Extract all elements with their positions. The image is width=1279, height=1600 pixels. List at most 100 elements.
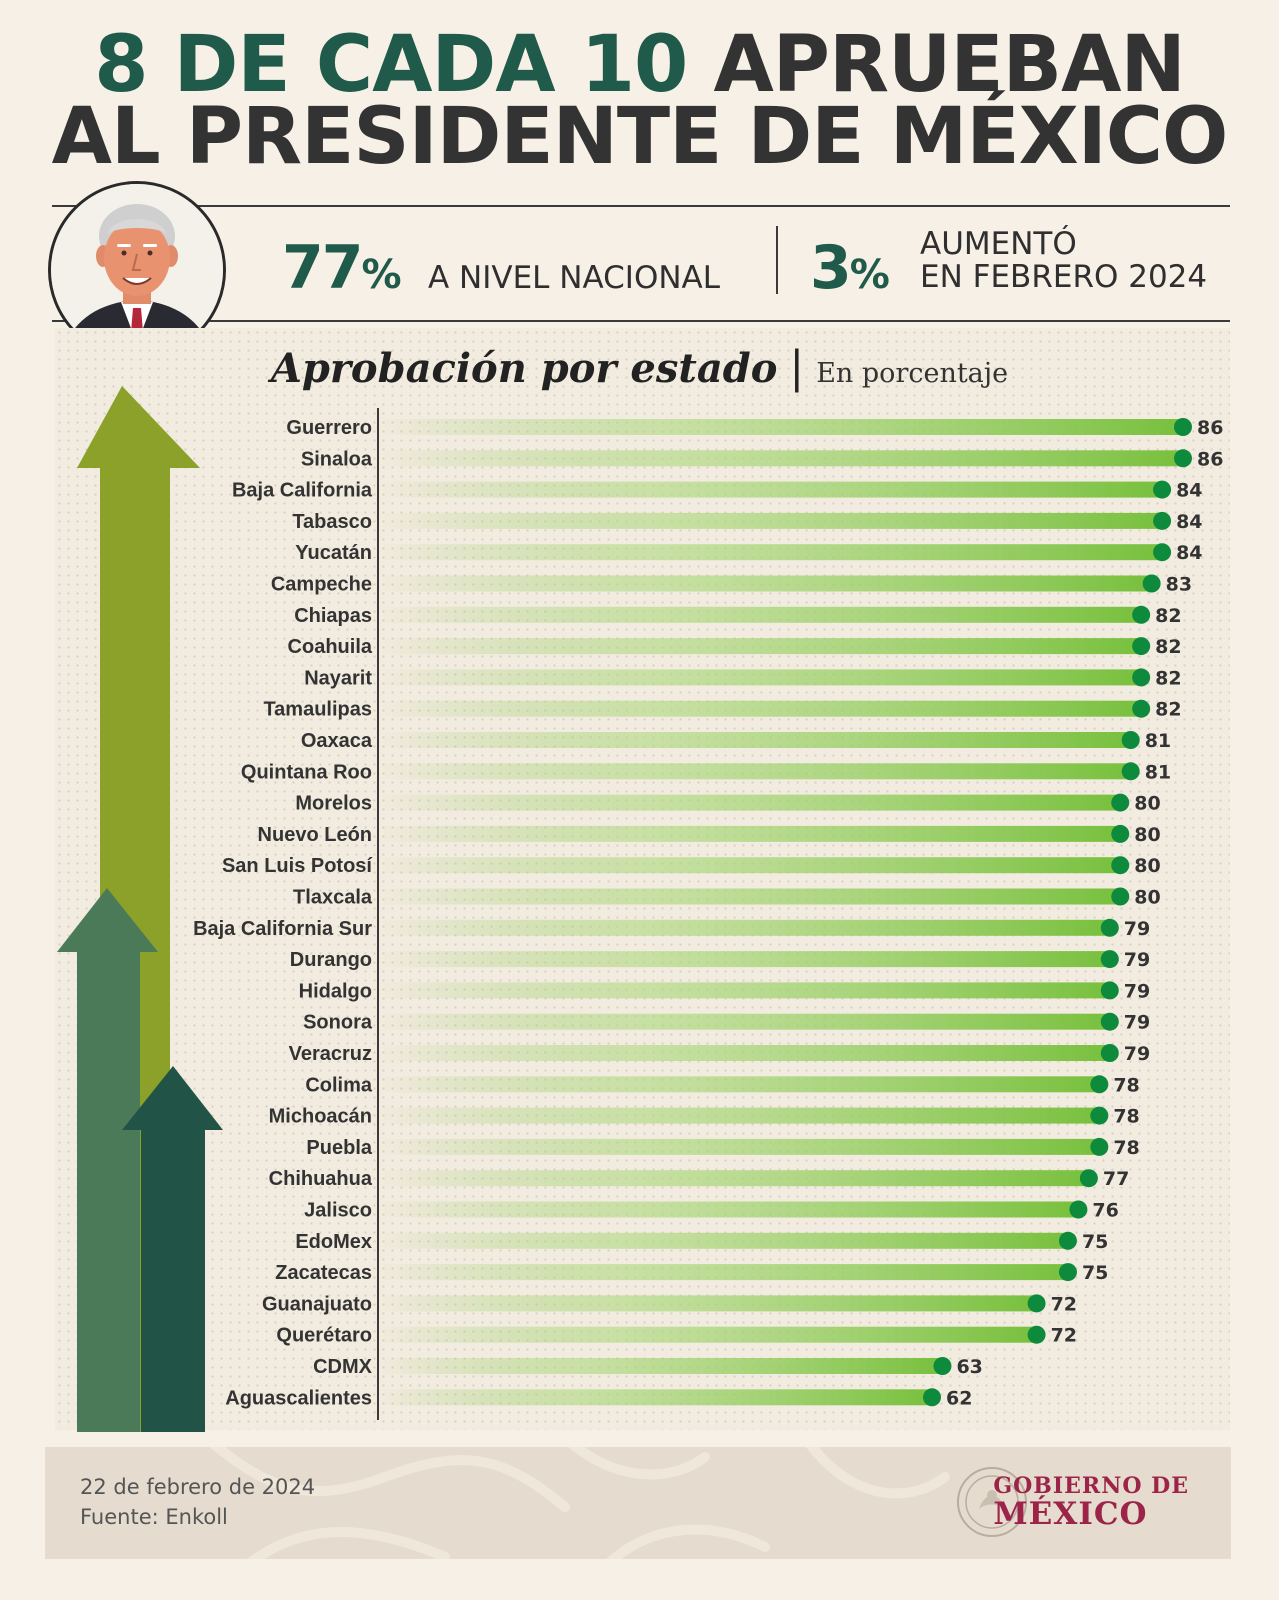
category-label-2: Baja California (232, 480, 373, 502)
bar-10 (380, 732, 1131, 748)
category-label-21: Colima (305, 1074, 373, 1096)
chart-title-subtitle: En porcentaje (816, 358, 1009, 389)
bar-end-dot-31 (923, 1388, 941, 1407)
value-label-19: 79 (1124, 1012, 1150, 1034)
rising-arrows-decoration (57, 386, 223, 1432)
value-label-24: 77 (1103, 1168, 1129, 1190)
bar-end-dot-11 (1121, 762, 1140, 781)
bar-24 (380, 1170, 1089, 1187)
bar-end-dot-16 (1100, 918, 1119, 937)
header-bottom-rule (52, 320, 1230, 322)
increase-label-line-1: AUMENTÓ (920, 226, 1077, 262)
bar-end-dot-17 (1100, 950, 1119, 969)
increase-unit: % (849, 252, 890, 298)
bar-end-dot-7 (1132, 637, 1151, 656)
bar-end-dot-23 (1090, 1137, 1109, 1156)
category-label-15: Tlaxcala (293, 887, 373, 909)
bar-12 (380, 794, 1121, 811)
bar-end-dot-14 (1111, 856, 1130, 875)
value-label-3: 84 (1176, 511, 1202, 533)
category-label-28: Guanajuato (262, 1293, 372, 1315)
bar-27 (380, 1264, 1068, 1281)
bar-end-dot-13 (1111, 824, 1130, 843)
gov-logo-line-1: GOBIERNO DE (993, 1473, 1189, 1499)
bar-end-dot-4 (1153, 543, 1172, 562)
category-label-3: Tabasco (292, 511, 372, 533)
headline-highlight: 8 DE CADA 10 (94, 20, 688, 110)
bar-end-dot-25 (1069, 1200, 1088, 1219)
bar-14 (380, 857, 1121, 874)
bar-end-dot-15 (1111, 887, 1130, 906)
category-label-29: Querétaro (276, 1325, 372, 1347)
bar-26 (380, 1232, 1068, 1249)
value-label-20: 79 (1124, 1043, 1150, 1065)
bar-17 (380, 951, 1110, 968)
arrow-mid-green (57, 888, 158, 1432)
seal-icon (965, 1475, 1019, 1529)
bar-16 (380, 919, 1110, 936)
value-label-11: 81 (1145, 761, 1171, 783)
value-label-28: 72 (1051, 1293, 1077, 1315)
bar-end-dot-22 (1090, 1106, 1109, 1125)
category-label-31: Aguascalientes (225, 1387, 372, 1409)
value-label-23: 78 (1113, 1137, 1139, 1159)
category-label-6: Chiapas (294, 605, 372, 627)
category-label-17: Durango (290, 949, 372, 971)
increase-label-line-2: EN FEBRERO 2024 (920, 258, 1208, 295)
value-label-29: 72 (1051, 1325, 1077, 1347)
bar-9 (380, 700, 1142, 717)
national-approval-number: 77 (282, 233, 363, 303)
bar-8 (380, 669, 1142, 686)
bar-20 (380, 1045, 1110, 1061)
bar-28 (380, 1295, 1037, 1312)
value-label-13: 80 (1134, 824, 1160, 846)
category-label-4: Yucatán (295, 542, 372, 564)
headline-line-2: AL PRESIDENTE DE MÉXICO (51, 92, 1229, 182)
category-label-13: Nuevo León (258, 824, 372, 846)
bar-end-dot-24 (1079, 1169, 1098, 1188)
category-label-9: Tamaulipas (263, 699, 372, 721)
category-label-10: Oaxaca (301, 730, 373, 752)
value-label-18: 79 (1124, 980, 1150, 1002)
bar-18 (380, 982, 1110, 999)
category-label-7: Coahuila (288, 636, 373, 658)
bar-end-dot-29 (1027, 1325, 1046, 1344)
value-label-8: 82 (1155, 667, 1181, 689)
value-label-30: 63 (956, 1356, 982, 1378)
category-label-0: Guerrero (286, 417, 372, 439)
value-label-10: 81 (1145, 730, 1171, 752)
bar-11 (380, 763, 1131, 780)
category-label-25: Jalisco (304, 1200, 372, 1222)
category-label-30: CDMX (313, 1356, 373, 1378)
category-label-24: Chihuahua (269, 1168, 373, 1190)
category-label-1: Sinaloa (301, 448, 373, 470)
category-label-22: Michoacán (269, 1106, 372, 1128)
footer-source: Fuente: Enkoll (80, 1505, 228, 1529)
bar-22 (380, 1107, 1100, 1124)
increase-label: AUMENTÓ EN FEBRERO 2024 (920, 228, 1207, 293)
bar-30 (380, 1358, 943, 1374)
value-label-27: 75 (1082, 1262, 1108, 1284)
value-label-2: 84 (1176, 480, 1202, 502)
bar-6 (380, 606, 1142, 623)
bar-5 (380, 575, 1152, 592)
value-label-15: 80 (1134, 887, 1160, 909)
increase-value: 3% (810, 238, 890, 298)
value-label-5: 83 (1166, 574, 1192, 596)
headline-line-1: 8 DE CADA 10 APRUEBAN (0, 26, 1279, 104)
kpi-divider (776, 226, 778, 294)
category-label-16: Baja California Sur (193, 918, 372, 940)
category-label-23: Puebla (306, 1137, 372, 1159)
category-label-5: Campeche (271, 574, 372, 596)
bar-end-dot-18 (1100, 981, 1119, 1000)
bar-end-dot-2 (1153, 480, 1172, 499)
category-label-8: Nayarit (304, 667, 372, 689)
value-label-6: 82 (1155, 605, 1181, 627)
footer-date: 22 de febrero de 2024 (80, 1475, 316, 1499)
category-label-27: Zacatecas (275, 1262, 372, 1284)
value-label-12: 80 (1134, 793, 1160, 815)
value-label-16: 79 (1124, 918, 1150, 940)
bar-end-dot-30 (933, 1357, 952, 1375)
value-label-14: 80 (1134, 855, 1160, 877)
